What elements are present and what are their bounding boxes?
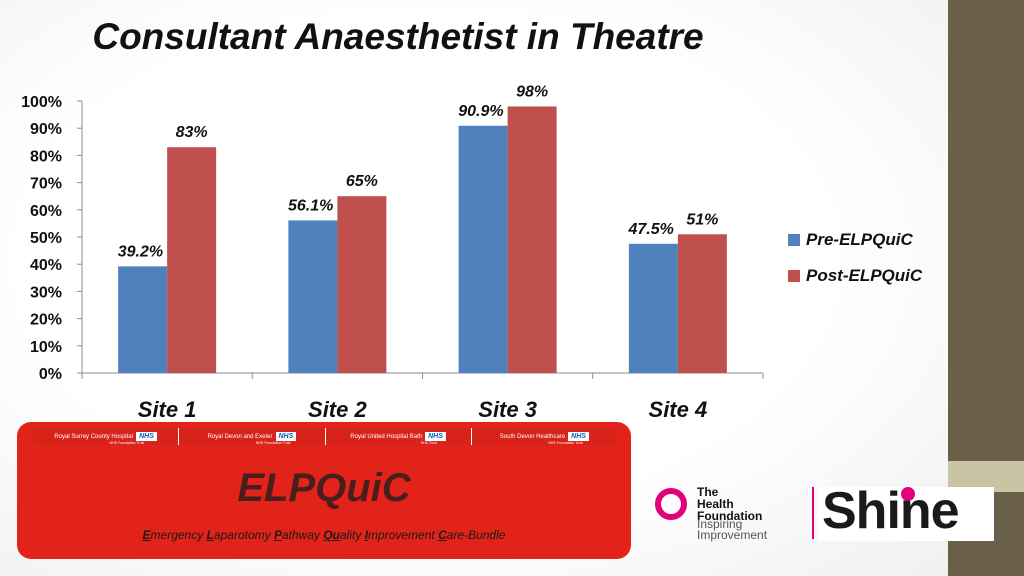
data-label: 90.9%: [458, 103, 503, 120]
data-label: 56.1%: [288, 197, 333, 214]
subtitle-rest: mergency: [150, 528, 207, 542]
shine-logo: Shine: [818, 482, 994, 541]
chart-legend: Pre-ELPQuiC Post-ELPQuiC: [788, 222, 922, 294]
nhs-badge: NHS: [136, 432, 157, 441]
y-tick-label: 80%: [30, 148, 62, 165]
x-category-label: Site 1: [138, 397, 197, 422]
legend-swatch-pre: [788, 234, 800, 246]
y-tick-label: 20%: [30, 312, 62, 329]
bar-post-elpquic: [507, 106, 557, 373]
y-tick-label: 100%: [21, 94, 62, 111]
health-foundation-name: The Health Foundation: [697, 486, 762, 522]
legend-item-post: Post-ELPQuiC: [788, 258, 922, 294]
legend-label-pre: Pre-ELPQuiC: [806, 230, 913, 249]
data-label: 98%: [516, 83, 548, 100]
elpquic-subtitle: Emergency Laparotomy Pathway Quality Imp…: [17, 528, 631, 542]
subtitle-rest: athway: [281, 528, 324, 542]
hospital-sub: NHS Foundation Trust: [548, 441, 583, 445]
x-category-label: Site 2: [308, 397, 367, 422]
hospital-sub: NHS Trust: [420, 441, 437, 445]
health-foundation-tagline: Inspiring Improvement: [697, 517, 768, 542]
legend-swatch-post: [788, 270, 800, 282]
y-tick-label: 60%: [30, 203, 62, 220]
y-tick-label: 30%: [30, 284, 62, 301]
subtitle-rest: aparotomy: [213, 528, 274, 542]
hospital-name: Royal Surrey County Hospital: [54, 433, 134, 440]
hospital-logo-bath: Royal United Hospital Bath NHS NHS Trust: [326, 428, 472, 445]
legend-label-post: Post-ELPQuiC: [806, 266, 923, 285]
bar-pre-elpquic: [288, 220, 338, 373]
slide-title: Consultant Anaesthetist in Theatre: [92, 16, 704, 57]
elpquic-panel: Royal Surrey County Hospital NHS NHS Fou…: [17, 422, 631, 559]
logo-text-line: Foundation: [697, 509, 763, 523]
y-tick-label: 90%: [30, 121, 62, 138]
bar-post-elpquic: [337, 196, 387, 373]
hospital-name: Royal United Hospital Bath: [350, 433, 423, 440]
y-tick-label: 40%: [30, 257, 62, 274]
bar-pre-elpquic: [628, 243, 678, 373]
bar-pre-elpquic: [118, 266, 168, 373]
health-foundation-logo: The Health Foundation Inspiring Improvem…: [655, 486, 805, 542]
nhs-badge: NHS: [425, 432, 446, 441]
subtitle-rest: mprovement: [368, 528, 439, 542]
shine-dot-icon: [901, 487, 915, 501]
y-tick-label: 70%: [30, 176, 62, 193]
logo-text-line: The: [697, 485, 719, 499]
x-category-label: Site 4: [649, 397, 708, 422]
hospital-logo-south-devon: South Devon Healthcare NHS NHS Foundatio…: [472, 428, 617, 445]
hospital-sub: NHS Foundation Trust: [255, 441, 291, 445]
health-foundation-circle-icon: [655, 488, 687, 520]
bar-post-elpquic: [677, 234, 727, 373]
legend-item-pre: Pre-ELPQuiC: [788, 222, 922, 258]
side-decoration-accent: [948, 461, 1024, 492]
hospital-name: South Devon Healthcare: [499, 433, 566, 440]
subtitle-rest: ality: [340, 528, 365, 542]
hospital-logo-exeter: Royal Devon and Exeter NHS NHS Foundatio…: [179, 428, 326, 445]
hospital-logos-bar: Royal Surrey County Hospital NHS NHS Fou…: [33, 428, 617, 445]
logo-tag-line: Improvement: [697, 528, 768, 542]
subtitle-initial: P: [273, 528, 282, 542]
subtitle-initial: Qu: [323, 528, 340, 542]
nhs-badge: NHS: [275, 432, 297, 441]
hospital-name: Royal Devon and Exeter: [207, 433, 273, 440]
data-label: 39.2%: [118, 243, 163, 260]
shine-wordmark: Shine: [822, 482, 960, 540]
y-tick-label: 0%: [39, 366, 62, 383]
y-tick-label: 50%: [30, 230, 62, 247]
logo-divider: [812, 487, 814, 539]
subtitle-initial: I: [364, 528, 369, 542]
y-tick-label: 10%: [30, 339, 62, 356]
subtitle-initial: L: [206, 528, 214, 542]
hospital-sub: NHS Foundation Trust: [109, 441, 145, 445]
data-label: 83%: [176, 124, 208, 141]
bar-post-elpquic: [167, 147, 217, 373]
subtitle-initial: E: [142, 528, 151, 542]
logo-text-line: Health: [697, 497, 734, 511]
data-label: 51%: [686, 211, 718, 228]
elpquic-title: ELPQuiC: [237, 466, 411, 510]
data-label: 65%: [346, 173, 378, 190]
subtitle-initial: C: [438, 528, 447, 542]
bar-pre-elpquic: [458, 125, 508, 373]
data-label: 47.5%: [628, 221, 674, 238]
subtitle-rest: are-Bundle: [446, 528, 506, 542]
bar-chart: 0% 10% 20% 30% 40% 50% 60% 70% 80% 90% 100% 39.2% 83…: [21, 83, 764, 422]
x-category-label: Site 3: [478, 397, 537, 422]
hospital-logo-surrey: Royal Surrey County Hospital NHS NHS Fou…: [33, 428, 180, 445]
logo-tag-line: Inspiring: [697, 517, 743, 531]
nhs-badge: NHS: [568, 432, 589, 441]
